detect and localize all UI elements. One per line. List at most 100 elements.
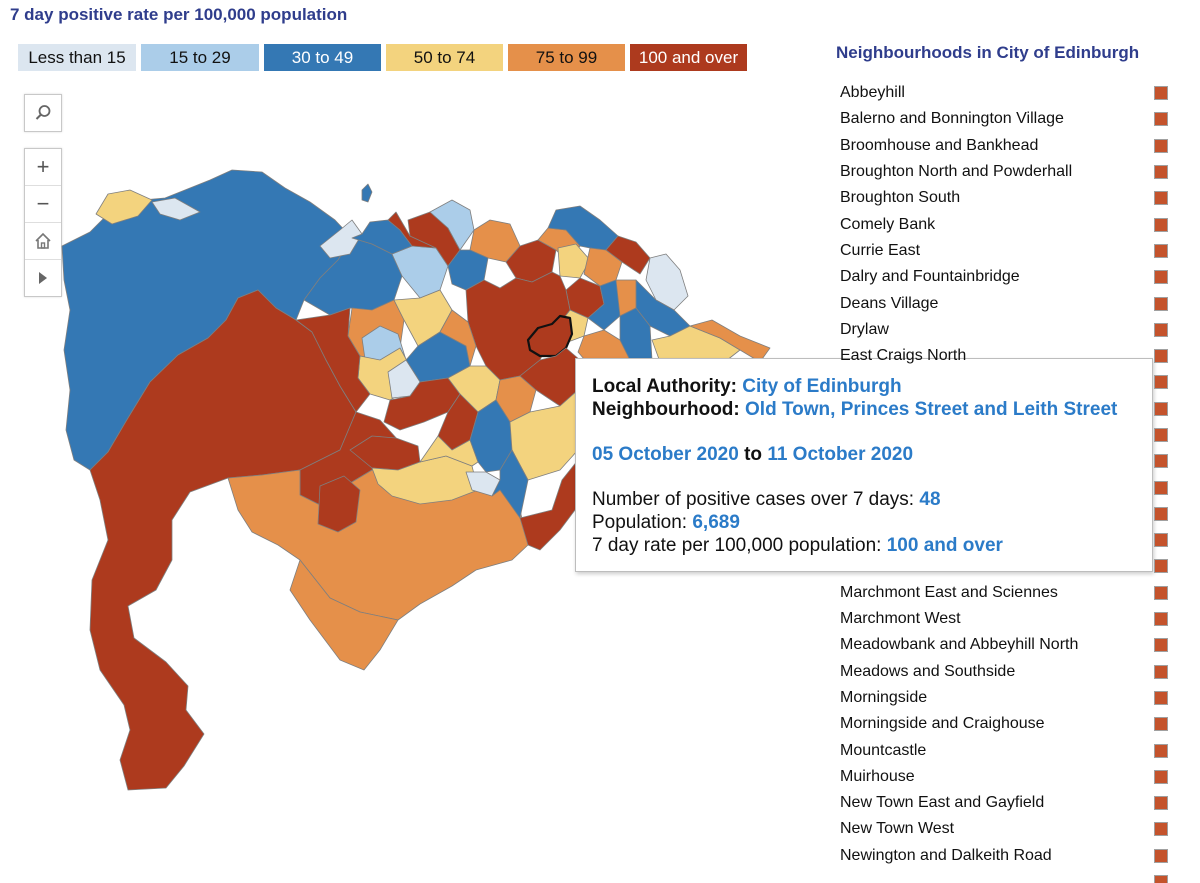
region-red-c1[interactable] (465, 271, 571, 381)
list-item[interactable]: Morningside (840, 685, 1170, 711)
list-item[interactable]: Currie East (840, 238, 1170, 264)
list-item[interactable]: Balerno and Bonnington Village (840, 106, 1170, 132)
region-red-sw2[interactable] (317, 475, 361, 533)
choropleth-map (61, 169, 771, 791)
neighbourhood-name: Drylaw (840, 320, 889, 338)
legend-swatch-100-over: 100 and over (630, 44, 747, 71)
region-blue-nc3[interactable] (447, 249, 489, 291)
cases-label: Number of positive cases over 7 days: (592, 489, 915, 510)
rate-marker-icon (1154, 690, 1168, 705)
region-lightblue-ne[interactable] (645, 253, 689, 311)
rate-marker-icon (1154, 86, 1168, 101)
rate-marker-icon (1154, 612, 1168, 627)
search-button[interactable] (25, 95, 61, 131)
list-item[interactable]: New Town West (840, 816, 1170, 842)
region-orange-sw[interactable] (289, 559, 399, 671)
list-item[interactable] (840, 474, 1170, 500)
rate-legend: Less than 15 15 to 29 30 to 49 50 to 74 … (18, 44, 752, 71)
list-item[interactable] (840, 396, 1170, 422)
neighbourhood-name: Currie East (840, 241, 921, 259)
rate-marker-icon (1154, 743, 1168, 758)
list-item[interactable] (840, 553, 1170, 579)
list-item[interactable] (840, 422, 1170, 448)
region-old-town[interactable] (526, 314, 574, 358)
neighbourhood-name: Muirhouse (840, 767, 915, 785)
region-red-ne3[interactable] (605, 235, 651, 275)
list-item[interactable] (840, 448, 1170, 474)
list-item[interactable]: Deans Village (840, 290, 1170, 316)
list-item[interactable]: Drylaw (840, 317, 1170, 343)
list-item[interactable]: Broomhouse and Bankhead (840, 133, 1170, 159)
legend-swatch-75-99: 75 to 99 (508, 44, 625, 71)
rate-marker-icon (1154, 638, 1168, 653)
rate-marker-icon (1154, 822, 1168, 837)
neighbourhood-name: Marchmont West (840, 610, 961, 628)
neighbourhood-name: Morningside and Craighouse (840, 715, 1045, 733)
list-item[interactable]: Broughton North and Powderhall (840, 159, 1170, 185)
region-red-s8[interactable] (519, 459, 579, 551)
home-button[interactable] (25, 223, 61, 260)
neighbourhood-name: Morningside (840, 688, 928, 706)
date-from: 05 October 2020 (592, 444, 739, 465)
region-blue-s6[interactable] (491, 449, 529, 519)
region-orange-c2[interactable] (439, 309, 477, 367)
rate-marker-icon (1154, 243, 1168, 258)
list-item[interactable]: Marchmont West (840, 606, 1170, 632)
region-lightblue-nw[interactable] (151, 197, 201, 221)
rate-marker-icon (1154, 664, 1168, 679)
list-item[interactable]: Broughton South (840, 185, 1170, 211)
map-navigation-toolbar: + − (24, 148, 62, 297)
rate-marker-icon (1154, 796, 1168, 811)
zoom-in-button[interactable]: + (25, 149, 61, 186)
list-item[interactable]: Mountcastle (840, 737, 1170, 763)
region-blue-isle[interactable] (361, 183, 373, 203)
rate-marker-icon (1154, 506, 1168, 521)
neighbourhood-name: Broomhouse and Bankhead (840, 136, 1039, 154)
map-title: 7 day positive rate per 100,000 populati… (10, 5, 348, 24)
rate-marker-icon (1154, 112, 1168, 127)
neighbourhood-name: Deans Village (840, 294, 939, 312)
legend-swatch-50-74: 50 to 74 (386, 44, 503, 71)
list-item[interactable] (840, 869, 1170, 883)
rate-marker-icon (1154, 559, 1168, 574)
play-button[interactable] (25, 260, 61, 296)
rate-marker-icon (1154, 217, 1168, 232)
neighbourhood-name: Balerno and Bonnington Village (840, 110, 1064, 128)
rate-marker-icon (1154, 401, 1168, 416)
list-item[interactable]: Marchmont East and Sciennes (840, 580, 1170, 606)
population-value: 6,689 (692, 512, 740, 533)
neighbourhood-name: Newington and Dalkeith Road (840, 846, 1052, 864)
home-icon (35, 232, 51, 249)
list-item[interactable] (840, 527, 1170, 553)
local-authority-value: City of Edinburgh (742, 376, 902, 397)
plus-icon: + (36, 154, 50, 179)
rate-marker-icon (1154, 717, 1168, 732)
list-item[interactable] (840, 369, 1170, 395)
region-red-w1[interactable] (295, 307, 371, 413)
list-item[interactable]: Morningside and Craighouse (840, 711, 1170, 737)
list-item[interactable] (840, 501, 1170, 527)
region-yellow-nw[interactable] (95, 189, 153, 225)
list-item[interactable]: Comely Bank (840, 211, 1170, 237)
legend-swatch-15-29: 15 to 29 (141, 44, 259, 71)
rate-marker-icon (1154, 533, 1168, 548)
region-orange-c9[interactable] (689, 319, 771, 363)
list-item[interactable]: East Craigs North (840, 343, 1170, 369)
legend-swatch-lt15: Less than 15 (18, 44, 136, 71)
rate-marker-icon (1154, 349, 1168, 364)
neighbourhood-name: Comely Bank (840, 215, 936, 233)
rate-marker-icon (1154, 322, 1168, 337)
zoom-out-button[interactable]: − (25, 186, 61, 223)
list-item[interactable]: Abbeyhill (840, 80, 1170, 106)
play-icon (39, 272, 47, 284)
list-item[interactable]: Meadowbank and Abbeyhill North (840, 632, 1170, 658)
list-item[interactable]: Newington and Dalkeith Road (840, 843, 1170, 869)
list-item[interactable]: Meadows and Southside (840, 659, 1170, 685)
list-item[interactable]: Dalry and Fountainbridge (840, 264, 1170, 290)
neighbourhood-name: Broughton South (840, 189, 961, 207)
rate-label: 7 day rate per 100,000 population: (592, 535, 882, 556)
list-item[interactable]: Muirhouse (840, 764, 1170, 790)
list-item[interactable]: New Town East and Gayfield (840, 790, 1170, 816)
rate-marker-icon (1154, 480, 1168, 495)
region-blue-s9[interactable] (587, 279, 621, 331)
